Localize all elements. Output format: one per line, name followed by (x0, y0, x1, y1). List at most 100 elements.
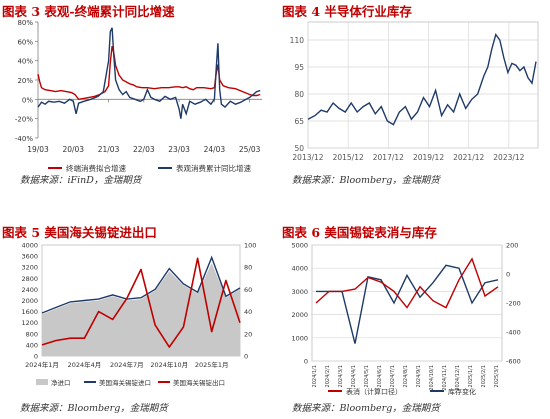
x-tick-label: 2024年10月 (150, 360, 188, 369)
x-tick-label: 2024/8/1 (403, 365, 409, 387)
plot-frame (307, 21, 539, 149)
series-line-import (41, 255, 241, 314)
panel-terminal-growth: 图表 3 表观-终端累计同比增速 -40% -20% 0% 20% 40% 60% 80% 1… (0, 0, 275, 190)
y-tick-label: -20% (15, 116, 33, 124)
y-left-tick-label: 2800 (21, 275, 38, 283)
x-tick-label: 2024/9/1 (416, 365, 422, 387)
y-right-tick-label: 40 (244, 308, 252, 316)
y-left-tick-label: 2400 (21, 286, 38, 294)
semiconductor-inventory-chart: 50 65 80 95 110 2013/12 2015/12 2017/12 2019/12 2… (290, 21, 539, 162)
chart-source: 数据来源：Bloomberg，金瑞期货 (292, 403, 440, 414)
x-tick-label: 2024/5/1 (364, 365, 370, 387)
y-right-tick-label: 60 (244, 286, 252, 294)
us-tin-consumption-chart: 0 1000 2000 3000 4000 5000 -600 -400 -200 0 200 202… (291, 242, 521, 397)
y-left-tick-label: 800 (26, 330, 38, 338)
x-tick-label: 2024年4月 (68, 360, 102, 369)
y-tick-label: 65 (294, 117, 304, 126)
x-tick-label: 2024/7/1 (390, 365, 396, 387)
terminal-growth-chart: -40% -20% 0% 20% 40% 60% 80% 19/03 20/03 21/03 22/… (15, 19, 262, 173)
y-tick-label: 110 (290, 36, 305, 45)
x-tick-label: 19/03 (27, 145, 49, 154)
y-left-tick-label: 4000 (21, 242, 38, 250)
y-right-tick-label: -400 (506, 329, 521, 337)
x-tick-label: 2024/6/1 (377, 365, 383, 387)
y-left-tick-label: 3000 (291, 288, 308, 296)
chart-title: 图表 6 美国锡锭表消与库存 (282, 225, 437, 240)
x-tick-label: 2021/12 (453, 153, 484, 162)
y-left-tick-label: 2000 (21, 297, 38, 305)
y-left-tick-label: 1200 (21, 319, 38, 327)
y-right-tick-label: -200 (506, 300, 521, 308)
x-tick-label: 2024/4/1 (351, 365, 357, 387)
y-left-tick-label: 1600 (21, 308, 38, 316)
y-left-tick-label: 2000 (291, 311, 308, 319)
y-left-tick-label: 400 (26, 341, 38, 349)
y-tick-label: 80% (17, 19, 33, 27)
x-tick-label: 23/03 (168, 145, 190, 154)
x-tick-label: 21/03 (98, 145, 120, 154)
y-tick-label: 0% (22, 96, 33, 104)
legend-label: 表消（计算口径） (346, 387, 402, 396)
y-tick-label: 60% (17, 38, 33, 46)
series-line-0 (307, 33, 537, 126)
series-line-1 (37, 27, 261, 119)
y-tick-label: 50 (294, 144, 304, 153)
y-right-tick-label: 100 (244, 242, 256, 250)
x-tick-label: 2025/2/1 (481, 365, 487, 387)
x-tick-label: 2024年1月 (25, 360, 59, 369)
x-tick-label: 2013/12 (292, 153, 323, 162)
chart-title: 图表 4 半导体行业库存 (282, 4, 412, 19)
chart-source: 数据来源：iFinD，金瑞期货 (20, 175, 142, 186)
x-tick-label: 2023/12 (493, 153, 524, 162)
y-left-tick-label: 0 (304, 358, 308, 366)
x-tick-label: 2015/12 (333, 153, 364, 162)
legend-label: 表观消费累计同比增速 (176, 163, 251, 173)
x-tick-label: 2019/12 (413, 153, 444, 162)
legend-label: 库存变化 (448, 387, 476, 396)
chart-title: 图表 3 表观-终端累计同比增速 (2, 4, 175, 19)
y-left-tick-label: 4000 (291, 265, 308, 273)
y-tick-label: 20% (17, 77, 33, 85)
x-tick-label: 2025年1月 (195, 360, 229, 369)
legend-label: 美国海关锡锭出口 (173, 378, 225, 387)
x-tick-label: 2017/12 (373, 153, 404, 162)
y-tick-label: 95 (294, 63, 304, 72)
x-tick-label: 25/03 (239, 145, 261, 154)
legend-label: 美国海关锡锭进口 (99, 378, 151, 387)
x-tick-label: 2024/10/1 (429, 365, 435, 391)
y-right-tick-label: 200 (506, 242, 518, 250)
x-tick-label: 2024/11/1 (442, 365, 448, 391)
y-right-tick-label: 80 (244, 264, 252, 272)
x-tick-label: 2024/12/1 (455, 365, 461, 391)
y-tick-label: -40% (15, 135, 33, 143)
legend-label: 净进口 (51, 378, 71, 387)
series-line-consumption (315, 257, 499, 309)
x-tick-label: 2025/3/1 (494, 365, 500, 387)
panel-semiconductor-inventory: 图表 4 半导体行业库存 50 65 80 95 110 2013/12 2015/12 20… (280, 0, 550, 190)
series-line-0 (37, 46, 261, 101)
us-tin-trade-chart: 0 400 800 1200 1600 2000 2400 2800 3200 3600 4000 0… (21, 242, 256, 388)
series-area-net-import (42, 263, 240, 356)
series-line-inventory (316, 264, 499, 344)
x-tick-label: 2025/1/1 (468, 365, 474, 387)
y-left-tick-label: 3200 (21, 264, 38, 272)
y-left-tick-label: 0 (34, 353, 38, 361)
series-line-export (41, 257, 241, 348)
y-right-tick-label: 0 (506, 271, 510, 279)
panel-us-tin-consumption: 图表 6 美国锡锭表消与库存 0 1000 2000 3000 4000 5000 -600… (280, 222, 550, 419)
y-right-tick-label: 20 (244, 330, 252, 338)
chart-title: 图表 5 美国海关锡锭进出口 (2, 225, 157, 240)
x-tick-label: 2024/1/1 (312, 365, 318, 387)
y-right-tick-label: 0 (244, 353, 248, 361)
y-left-tick-label: 3600 (21, 253, 38, 261)
y-left-tick-label: 5000 (291, 242, 308, 250)
x-tick-label: 22/03 (133, 145, 155, 154)
legend-label: 终端消费拟合增速 (66, 163, 126, 173)
x-tick-label: 2024/2/1 (325, 365, 331, 387)
y-tick-label: 80 (294, 90, 304, 99)
x-tick-label: 20/03 (62, 145, 84, 154)
x-tick-label: 24/03 (204, 145, 226, 154)
x-tick-label: 2024年7月 (110, 360, 144, 369)
chart-source: 数据来源：Bloomberg，金瑞期货 (20, 403, 168, 414)
panel-us-tin-trade: 图表 5 美国海关锡锭进出口 0 400 800 1200 1600 2000 2400 28… (0, 222, 275, 419)
